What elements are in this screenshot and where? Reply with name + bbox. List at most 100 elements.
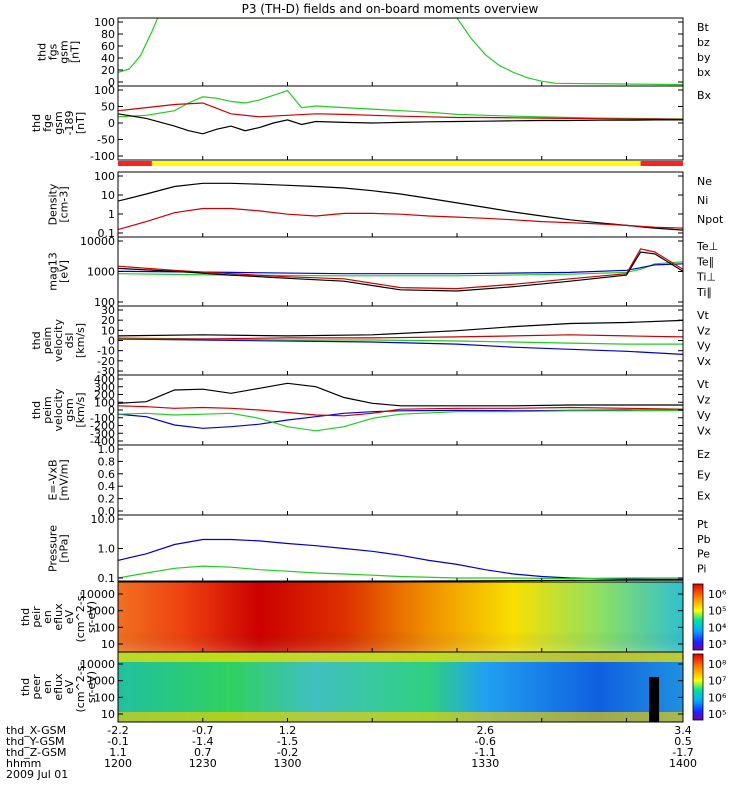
- y-tick-label: 100: [94, 396, 115, 409]
- legend-Vz: Vz: [697, 324, 711, 337]
- y-tick-label: -10: [97, 345, 115, 358]
- legend-Ti∥: Ti∥: [696, 286, 712, 299]
- footer-row-label: hhmm: [6, 757, 41, 770]
- y-tick-label: 400: [94, 373, 115, 386]
- y-axis-label: [nPa]: [58, 534, 71, 562]
- y-tick-label: 40: [101, 52, 115, 65]
- footer-row-label: thd_X-GSM: [6, 724, 66, 737]
- y-tick-label: 1000: [87, 266, 115, 279]
- series-line: [118, 248, 683, 290]
- y-tick-label: 0: [108, 335, 115, 348]
- footer: thd_X-GSM -2.2 -0.7 1.2 2.6 3.4 thd_Y-GSM -0.1 -…: [6, 724, 697, 781]
- y-tick-label: 1.0: [98, 543, 116, 556]
- y-axis-label: velocity: [52, 319, 65, 362]
- y-axis-label: sr-eV): [85, 601, 98, 633]
- y-axis-label: -189: [63, 111, 76, 136]
- series-line: [118, 319, 683, 337]
- legend-Bx: Bx: [697, 89, 712, 102]
- panel-frame: [117, 171, 684, 238]
- y-tick-label: -50: [97, 134, 115, 147]
- y-axis-label: [km/s]: [74, 323, 87, 358]
- y-axis-label: E=-VxB: [47, 459, 60, 500]
- status-bar-segment: [118, 161, 152, 166]
- footer-value: 1200: [104, 757, 132, 770]
- y-axis-label: mag13: [47, 252, 60, 290]
- series-line: [118, 338, 683, 355]
- y-axis-label: (cm^2-s-: [74, 662, 87, 713]
- y-tick-label: 100: [94, 296, 115, 309]
- y-tick-label: 100: [94, 16, 115, 29]
- y-axis-label: (cm^2-s-: [74, 592, 87, 643]
- y-tick-label: 20: [101, 64, 115, 77]
- y-axis-label: [km/s]: [74, 392, 87, 427]
- y-axis-label: [nT]: [69, 41, 82, 63]
- footer-value: -1.4: [192, 735, 213, 748]
- y-tick-label: 200: [94, 389, 115, 402]
- spectrogram-shade: [118, 582, 683, 652]
- colorbar-tick-label: 10⁵: [708, 605, 726, 618]
- y-axis-label: peim: [41, 327, 54, 355]
- colorbar-tick-label: 10⁶: [708, 691, 727, 704]
- series-line: [118, 89, 683, 120]
- legend-Te∥: Te∥: [696, 255, 714, 268]
- y-axis-label: peir: [30, 606, 43, 628]
- y-tick-label: 80: [101, 28, 115, 41]
- legend-bx: bx: [697, 66, 711, 79]
- y-tick-label: -300: [90, 427, 115, 440]
- panel-3: 100 10 1 0.1 Density[cm-3] Ne Ni Npot: [47, 170, 724, 240]
- y-axis-label: thd: [36, 43, 49, 61]
- y-axis-label: thd: [19, 608, 32, 626]
- footer-value: 1.1: [109, 746, 127, 759]
- footer-value: 3.4: [674, 724, 692, 737]
- series-line: [118, 409, 683, 432]
- footer-value: -0.2: [277, 746, 298, 759]
- legend-Pe: Pe: [697, 548, 710, 561]
- colorbar-tick-label: 10³: [708, 638, 726, 651]
- y-axis-label: sr-eV): [85, 671, 98, 703]
- y-tick-label: -30: [97, 365, 115, 378]
- footer-value: -1.7: [672, 746, 693, 759]
- y-axis-label: gsm: [63, 398, 76, 421]
- y-tick-label: 300: [94, 381, 115, 394]
- footer-value: 1400: [669, 757, 697, 770]
- legend-Pb: Pb: [697, 533, 711, 546]
- y-axis-label: Pressure: [47, 525, 60, 572]
- panels: 100806040200thdfgsgsm[nT]Btbzbybx100500-…: [19, 16, 727, 723]
- y-tick-label: 10: [101, 708, 115, 721]
- panel-10: 10⁸ 10⁷ 10⁶ 10⁵ 10000 1000 100 10 thdpeereneflux…: [19, 651, 727, 723]
- footer-value: 0.7: [194, 746, 212, 759]
- y-axis-label: gsm: [52, 111, 65, 134]
- y-axis-label: en: [41, 610, 54, 624]
- colorbar: [692, 583, 704, 651]
- y-axis-label: [cm-3]: [58, 186, 71, 222]
- legend-bz: bz: [697, 36, 710, 49]
- series-line: [118, 251, 683, 292]
- panel-7: 1.00.80.60.40.20.0 E=-VxB[mV/m] Ez Ey Ex: [47, 443, 711, 518]
- y-axis-label: [nT]: [74, 112, 87, 134]
- spectrogram: [118, 652, 683, 722]
- y-axis-label: eV: [63, 609, 76, 624]
- footer-value: 0.5: [674, 735, 692, 748]
- colorbar: [692, 653, 704, 721]
- y-axis-label: thd: [19, 678, 32, 696]
- y-tick-label: 0: [108, 404, 115, 417]
- footer-value: 1300: [274, 757, 302, 770]
- y-tick-label: 10: [101, 324, 115, 337]
- series-line: [118, 102, 683, 120]
- legend-Pt: Pt: [697, 518, 709, 531]
- y-tick-label: 1: [108, 208, 115, 221]
- y-tick-label: -200: [90, 420, 115, 433]
- series-line: [118, 579, 683, 582]
- y-tick-label: -100: [90, 150, 115, 163]
- series-line: [118, 113, 683, 135]
- y-tick-label: 10: [101, 189, 115, 202]
- spectrogram-gap: [649, 677, 660, 722]
- footer-value: -0.6: [475, 735, 496, 748]
- footer-row-label: thd_Z-GSM: [6, 746, 66, 759]
- y-tick-label: 50: [101, 101, 115, 114]
